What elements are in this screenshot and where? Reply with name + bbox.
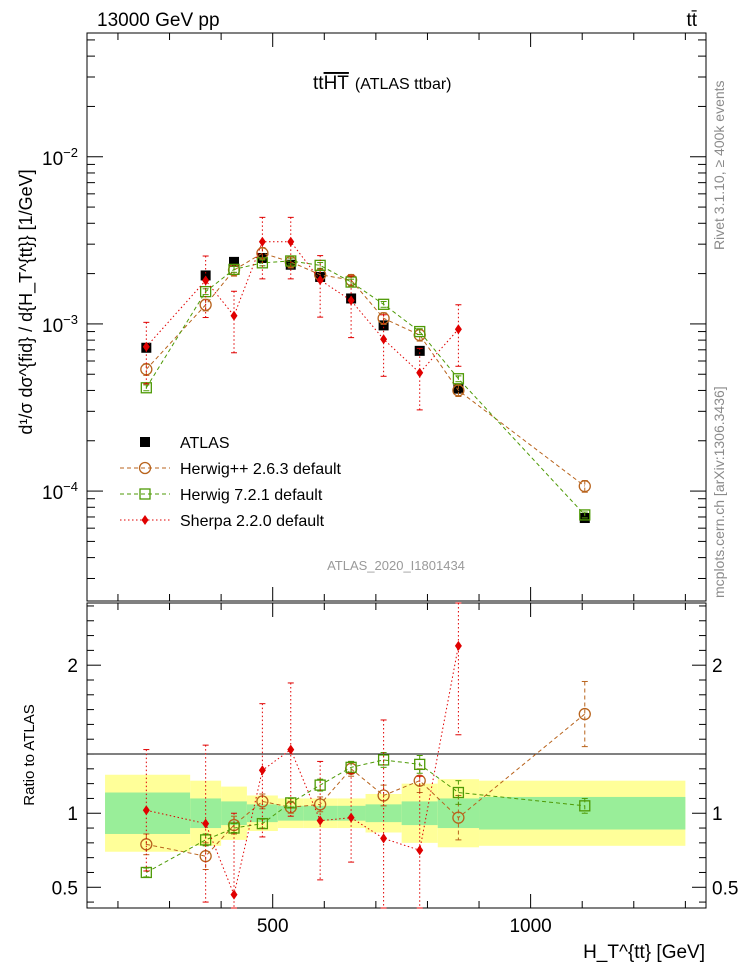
legend-marker xyxy=(140,437,150,447)
plot-title-suffix: (ATLAS ttbar) xyxy=(355,76,452,93)
series-atlas xyxy=(141,252,590,524)
legend: ATLAS Herwig++ 2.6.3 default Herwig 7.2.1 … xyxy=(120,435,342,530)
main-y-tick-exponent: −4 xyxy=(63,479,78,494)
ratio-y-tick-label-left: 2 xyxy=(67,656,78,677)
point-ratio xyxy=(316,815,324,826)
legend-marker xyxy=(139,488,151,500)
point-main xyxy=(199,298,212,312)
point-ratio xyxy=(416,845,424,856)
point-main xyxy=(416,367,424,378)
point-ratio xyxy=(228,822,240,834)
plot-frames xyxy=(86,32,707,909)
analysis-id-label: ATLAS_2020_I1801434 xyxy=(327,558,465,573)
main-plot-frame xyxy=(86,32,707,602)
x-tick-label: 500 xyxy=(257,916,289,937)
point-main xyxy=(380,334,388,345)
rivet-version-label: Rivet 3.1.10, ≥ 400k events xyxy=(711,80,727,250)
x-tick-label: 1000 xyxy=(509,916,551,937)
point-main xyxy=(578,480,591,493)
ratio-y-tick-label-right: 1 xyxy=(712,804,723,825)
main-y-tick-exponent: −3 xyxy=(63,312,78,327)
main-y-tick-base: 10 xyxy=(42,149,63,170)
legend-label: Herwig++ 2.6.3 default xyxy=(180,461,342,478)
point-main xyxy=(202,275,210,286)
main-y-tick-base: 10 xyxy=(42,483,63,504)
main-y-axis-label: d¹/σ dσ^{fid} / d{H_T^{tt}} [1/GeV] xyxy=(16,169,37,434)
series-line-ratio xyxy=(146,759,585,873)
point-ratio xyxy=(140,866,152,879)
point-main xyxy=(230,310,238,321)
legend-marker xyxy=(138,461,152,475)
series-line-main xyxy=(145,252,586,487)
point-ratio xyxy=(142,805,150,816)
point-main xyxy=(414,325,426,338)
point-ratio xyxy=(347,812,355,823)
mcplots-reference-label: mcplots.cern.ch [arXiv:1306.3436] xyxy=(711,386,727,598)
point-ratio xyxy=(202,818,210,829)
point-ratio xyxy=(578,707,591,721)
plot-title-overlined: HT xyxy=(324,73,350,94)
point-ratio xyxy=(452,811,465,824)
process-label: tt̄ xyxy=(686,10,697,31)
ratio-y-tick-label-right: 2 xyxy=(712,656,723,677)
legend-marker xyxy=(141,515,149,525)
point-ratio xyxy=(454,640,462,651)
series-line-ratio xyxy=(146,645,459,897)
series-line-main xyxy=(145,241,459,374)
legend-label: Sherpa 2.2.0 default xyxy=(180,513,325,530)
x-axis-label: H_T^{tt} [GeV] xyxy=(583,942,705,963)
legend-label: ATLAS xyxy=(180,435,230,452)
ratio-y-axis-label: Ratio to ATLAS xyxy=(21,704,38,805)
point-ratio xyxy=(380,833,388,844)
band-inner-bin xyxy=(303,805,338,821)
point-main xyxy=(452,373,465,385)
series-herwig-7-2-1-default xyxy=(140,255,591,879)
main-y-tick-label: 10−4 xyxy=(42,479,78,504)
ratio-y-tick-label-right: 0.5 xyxy=(712,878,738,899)
point-ratio xyxy=(199,834,212,846)
ratio-y-tick-label-left: 1 xyxy=(67,804,78,825)
main-y-tick-label: 10−3 xyxy=(42,312,78,337)
point-main xyxy=(414,345,425,356)
point-ratio xyxy=(413,774,426,787)
series-markers xyxy=(140,216,591,909)
point-ratio xyxy=(579,800,591,812)
legend-label: Herwig 7.2.1 default xyxy=(180,487,323,504)
main-y-tick-base: 10 xyxy=(42,316,63,337)
point-main xyxy=(378,320,389,331)
data-uncertainty-bands xyxy=(105,774,686,852)
energy-label: 13000 GeV pp xyxy=(97,10,220,31)
point-main xyxy=(142,341,150,352)
point-main xyxy=(452,384,465,397)
point-main xyxy=(200,270,211,281)
point-main xyxy=(454,324,462,335)
series-sherpa-2-2-0-default xyxy=(142,216,462,909)
point-main xyxy=(229,256,240,267)
point-ratio xyxy=(414,758,426,771)
point-ratio xyxy=(345,761,357,773)
point-main xyxy=(316,275,324,286)
point-main xyxy=(377,298,390,310)
point-main xyxy=(228,263,240,276)
ratio-plot-frame xyxy=(86,602,707,909)
point-ratio xyxy=(287,744,295,755)
main-y-tick-label: 10−2 xyxy=(42,145,78,170)
plot-title-base: tt xyxy=(313,73,324,94)
ratio-y-tick-label-left: 0.5 xyxy=(52,878,78,899)
point-ratio xyxy=(258,765,266,776)
point-main xyxy=(347,295,355,306)
point-main xyxy=(287,236,295,247)
point-ratio xyxy=(230,889,238,900)
point-main xyxy=(579,509,591,521)
plot-title: ttHT (ATLAS ttbar) xyxy=(313,73,452,94)
main-y-tick-exponent: −2 xyxy=(63,145,78,160)
point-main xyxy=(258,236,266,247)
point-ratio xyxy=(452,786,465,799)
